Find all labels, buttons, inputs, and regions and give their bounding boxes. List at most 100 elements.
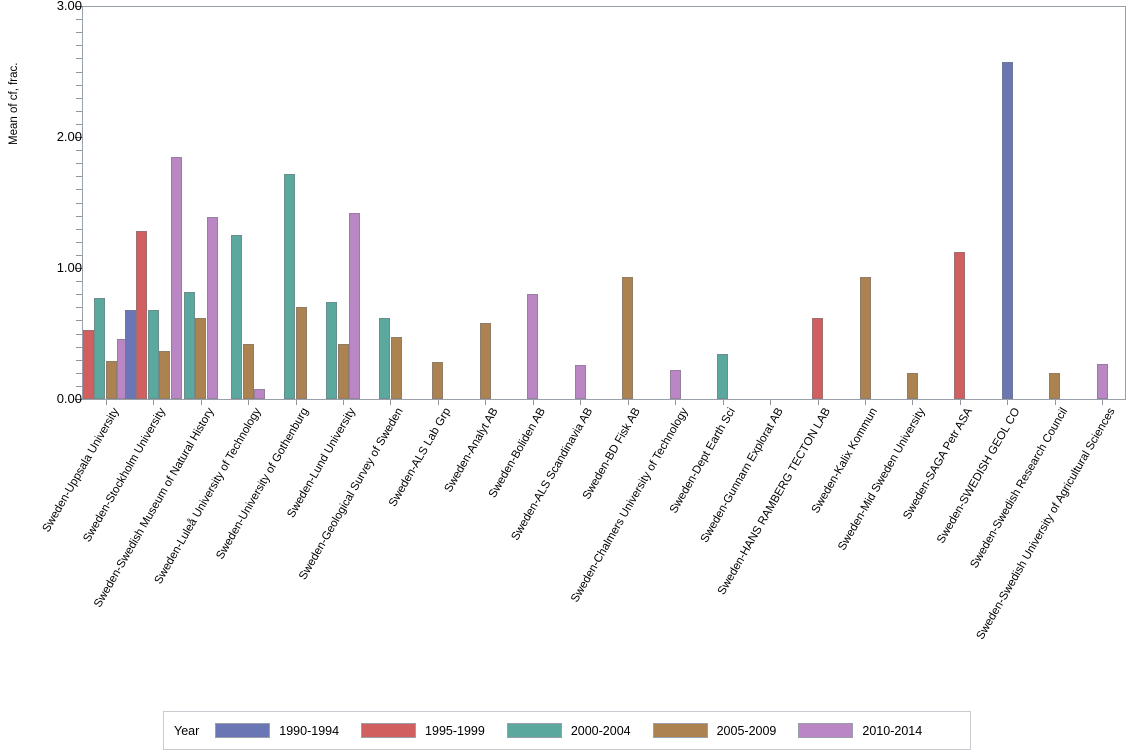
x-axis-tick xyxy=(628,400,629,405)
y-axis-minor-tick xyxy=(76,163,82,165)
bar[interactable] xyxy=(94,298,106,399)
bar[interactable] xyxy=(1049,372,1061,399)
legend-swatch xyxy=(798,723,854,738)
y-axis-major-tick xyxy=(75,6,82,7)
x-axis-tick xyxy=(153,400,154,405)
x-axis-tick-label: Sweden-ALS Scandinavia AB xyxy=(509,406,596,543)
y-axis-minor-tick xyxy=(76,320,82,322)
x-axis-tick-label: Sweden-Gunnarn Explorat AB xyxy=(698,406,786,545)
x-axis-tick xyxy=(1102,400,1103,405)
legend-swatch xyxy=(361,723,417,738)
bar[interactable] xyxy=(1001,62,1013,399)
legend-item[interactable]: 2005-2009 xyxy=(652,723,776,738)
x-axis-tick xyxy=(485,400,486,405)
bar[interactable] xyxy=(124,309,136,399)
x-axis-tick xyxy=(865,400,866,405)
y-axis-minor-tick xyxy=(76,215,82,217)
y-axis-minor-tick xyxy=(76,189,82,191)
bar[interactable] xyxy=(859,277,871,399)
x-axis-tick xyxy=(960,400,961,405)
bar[interactable] xyxy=(717,354,729,399)
bar[interactable] xyxy=(574,364,586,399)
bar[interactable] xyxy=(295,307,307,399)
x-axis-tick xyxy=(296,400,297,405)
y-axis-minor-tick xyxy=(76,385,82,387)
y-axis-major-tick xyxy=(75,268,82,269)
plot-area xyxy=(82,6,1126,400)
x-axis-tick xyxy=(580,400,581,405)
x-axis-tick xyxy=(675,400,676,405)
bar[interactable] xyxy=(906,372,918,399)
bar[interactable] xyxy=(284,173,296,399)
bar[interactable] xyxy=(195,317,207,399)
y-axis-minor-tick xyxy=(76,202,82,204)
y-axis-major-tick xyxy=(75,137,82,138)
legend-item[interactable]: 2000-2004 xyxy=(506,723,631,738)
bar[interactable] xyxy=(183,291,195,399)
x-axis-tick-label: Sweden-Swedish Research Council xyxy=(968,406,1071,571)
x-axis-tick xyxy=(248,400,249,405)
bar[interactable] xyxy=(136,231,148,399)
bar[interactable] xyxy=(622,277,634,399)
legend: Year 1990-1994 1995-1999 2000-2004 2005-200… xyxy=(163,711,971,750)
bar[interactable] xyxy=(254,388,266,399)
x-axis-tick-label: Sweden-Mid Sweden University xyxy=(835,406,928,553)
y-axis-minor-tick xyxy=(76,307,82,309)
y-axis-tick-label: 2.00 xyxy=(56,129,82,144)
y-axis-minor-tick xyxy=(76,372,82,374)
y-axis-minor-tick xyxy=(76,45,82,47)
x-axis-tick-label: Sweden-Luleå University of Technology xyxy=(152,406,264,587)
legend-item[interactable]: 2010-2014 xyxy=(798,723,922,738)
legend-item[interactable]: 1995-1999 xyxy=(361,723,485,738)
bar[interactable] xyxy=(147,309,159,399)
y-axis-title: Mean of cf, frac. xyxy=(8,62,20,145)
legend-swatch xyxy=(506,723,562,738)
y-axis-major-tick xyxy=(75,399,82,400)
bar[interactable] xyxy=(432,362,444,399)
bar[interactable] xyxy=(812,317,824,399)
y-axis-minor-tick xyxy=(76,97,82,99)
bar[interactable] xyxy=(527,294,539,399)
legend-item-label: 2010-2014 xyxy=(862,723,923,738)
y-axis-minor-tick xyxy=(76,176,82,178)
bar[interactable] xyxy=(231,235,243,399)
y-axis-minor-tick xyxy=(76,58,82,60)
x-axis-tick xyxy=(343,400,344,405)
bar[interactable] xyxy=(954,252,966,399)
x-axis-tick-label: Sweden-Stockholm University xyxy=(81,406,169,545)
legend-title: Year xyxy=(174,723,200,738)
x-axis-tick xyxy=(818,400,819,405)
y-axis-minor-tick xyxy=(76,281,82,283)
x-axis-tick-label: Sweden-Geological Survey of Sweden xyxy=(296,406,406,582)
y-axis-minor-tick xyxy=(76,346,82,348)
bar[interactable] xyxy=(669,370,681,399)
bar[interactable] xyxy=(379,317,391,399)
y-axis-minor-tick xyxy=(76,333,82,335)
y-axis-minor-tick xyxy=(76,84,82,86)
bar[interactable] xyxy=(390,337,402,399)
x-axis-tick xyxy=(106,400,107,405)
bar[interactable] xyxy=(349,212,360,399)
legend-item-label: 1995-1999 xyxy=(425,723,485,738)
x-axis-tick xyxy=(1055,400,1056,405)
bar[interactable] xyxy=(326,302,337,399)
bar[interactable] xyxy=(170,156,182,399)
bar[interactable] xyxy=(206,216,218,399)
x-axis-tick xyxy=(1007,400,1008,405)
y-axis-minor-tick xyxy=(76,241,82,243)
bar[interactable] xyxy=(159,350,171,399)
bar[interactable] xyxy=(82,329,94,399)
legend-swatch xyxy=(215,723,271,738)
x-axis-tick xyxy=(438,400,439,405)
bar[interactable] xyxy=(479,323,491,399)
bar[interactable] xyxy=(337,343,349,399)
y-axis-minor-tick xyxy=(76,228,82,230)
bar[interactable] xyxy=(242,343,254,399)
bar[interactable] xyxy=(1096,363,1108,399)
x-axis-tick xyxy=(912,400,913,405)
bar[interactable] xyxy=(105,361,117,399)
legend-item[interactable]: 1990-1994 xyxy=(215,723,339,738)
legend-swatch xyxy=(652,723,708,738)
y-axis-tick-label: 0.00 xyxy=(56,391,82,406)
